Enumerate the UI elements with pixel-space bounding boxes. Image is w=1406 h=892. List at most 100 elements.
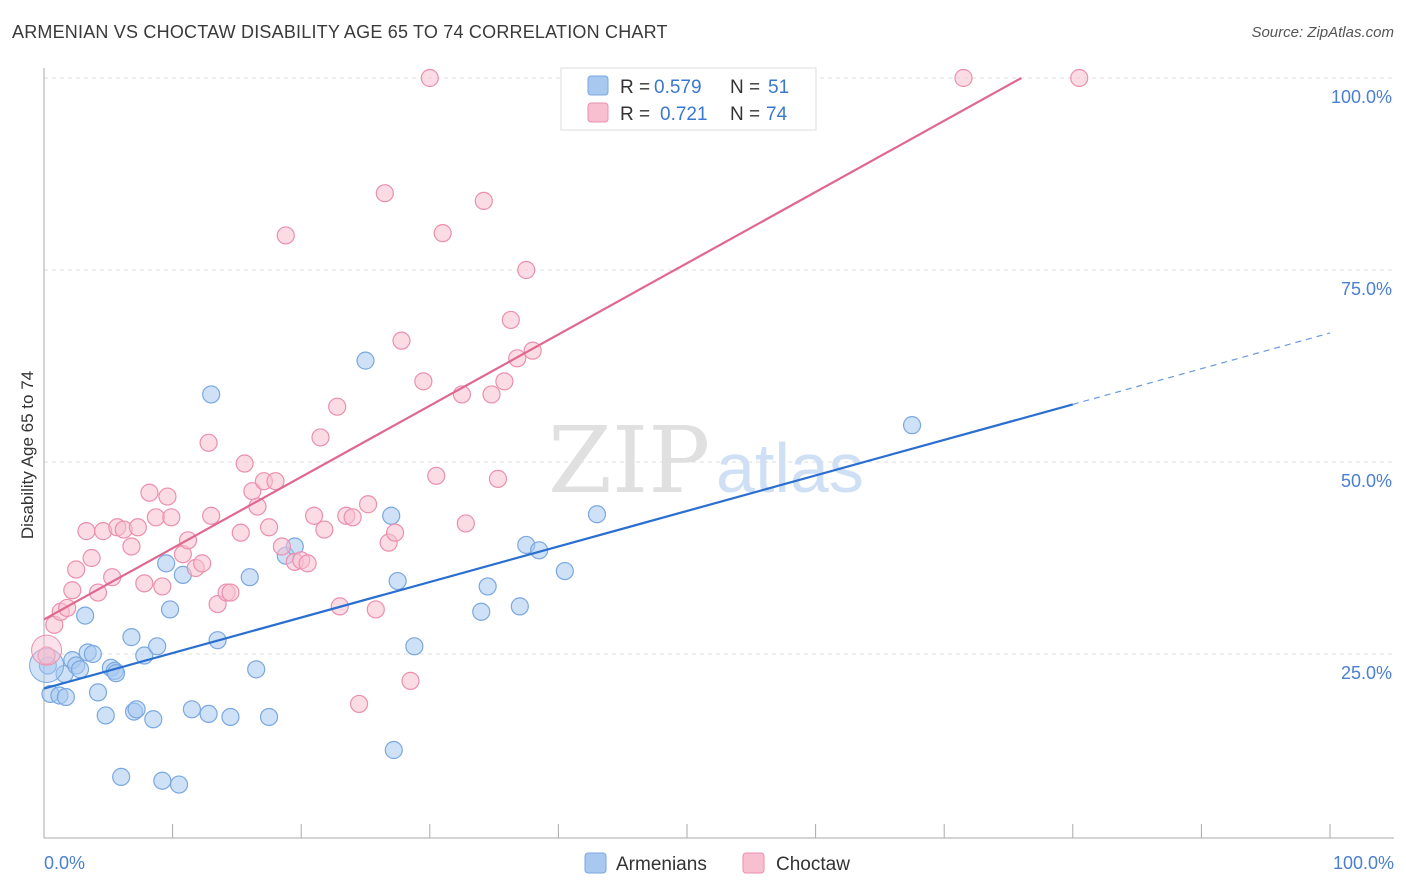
armenians-point <box>157 554 176 573</box>
armenians-swatch <box>584 852 607 874</box>
choctaw-point <box>140 483 159 502</box>
armenians-n-value: 51 <box>768 77 789 98</box>
x-axis-ticks <box>43 824 1331 838</box>
armenians-point <box>182 700 201 719</box>
choctaw-point <box>158 487 177 506</box>
choctaw-point <box>501 310 520 330</box>
choctaw-point <box>358 495 378 514</box>
armenians-point <box>240 568 259 587</box>
armenians-trend-line <box>43 403 1074 690</box>
armenians-point <box>382 506 401 525</box>
armenians-point <box>122 628 141 647</box>
armenians-point <box>472 602 491 621</box>
armenians-series <box>29 351 922 794</box>
armenians-point <box>169 775 189 794</box>
armenians-point <box>221 707 240 727</box>
choctaw-point <box>58 598 77 618</box>
choctaw-point <box>456 514 475 533</box>
choctaw-point <box>135 574 154 593</box>
choctaw-point <box>146 508 165 527</box>
choctaw-point <box>488 469 508 488</box>
choctaw-point <box>482 385 501 404</box>
choctaw-point <box>495 372 514 391</box>
armenians-point <box>76 606 95 625</box>
choctaw-point <box>266 472 285 491</box>
y-tick-label-100: 100.0% <box>1331 87 1392 107</box>
choctaw-series <box>31 68 1089 714</box>
choctaw-point <box>392 331 411 350</box>
choctaw-point <box>474 191 493 210</box>
choctaw-point <box>385 523 405 542</box>
armenians-legend-label: Armenians <box>616 854 707 875</box>
y-tick-labels: 25.0% 50.0% 75.0% 100.0% <box>1331 87 1392 683</box>
armenians-point <box>112 767 131 786</box>
stats-legend: R = 0.579 N = 51 R = 0.721 N = 74 <box>560 67 817 131</box>
choctaw-point <box>202 506 221 525</box>
choctaw-point <box>517 260 536 280</box>
choctaw-point <box>433 224 452 243</box>
y-axis-title: Disability Age 65 to 74 <box>18 371 37 539</box>
armenians-point <box>148 637 167 656</box>
choctaw-trend-line <box>43 77 1022 621</box>
y-tick-label-25: 25.0% <box>1341 663 1392 683</box>
choctaw-point <box>420 68 439 88</box>
choctaw-point <box>235 454 254 473</box>
choctaw-point <box>67 560 86 579</box>
choctaw-point <box>349 694 369 714</box>
choctaw-point <box>375 184 394 203</box>
armenians-point <box>510 597 529 616</box>
armenians-point <box>88 683 108 702</box>
armenians-point <box>405 637 424 656</box>
armenians-point <box>259 707 279 727</box>
choctaw-point <box>298 554 317 573</box>
choctaw-point-large <box>31 634 63 666</box>
armenians-point <box>153 771 172 790</box>
choctaw-point <box>343 508 362 527</box>
armenians-r-value: 0.579 <box>654 77 702 98</box>
choctaw-point <box>311 428 330 447</box>
armenians-point <box>127 700 146 719</box>
x-tick-label-max: 100.0% <box>1333 853 1394 873</box>
chart-title: ARMENIAN VS CHOCTAW DISABILITY AGE 65 TO… <box>12 22 668 42</box>
watermark: ZIP atlas <box>548 407 864 514</box>
choctaw-point <box>304 506 324 525</box>
choctaw-n-value: 74 <box>766 104 788 125</box>
choctaw-point <box>122 537 141 556</box>
armenians-point <box>160 600 180 619</box>
armenians-point <box>144 710 163 729</box>
y-tick-label-50: 50.0% <box>1341 471 1392 491</box>
choctaw-point <box>63 581 82 600</box>
armenians-point <box>555 561 574 581</box>
choctaw-point <box>153 577 172 596</box>
armenians-legend-swatch <box>587 75 609 96</box>
armenians-point <box>199 704 218 724</box>
choctaw-point <box>77 522 96 541</box>
x-tick-label-min: 0.0% <box>44 853 85 873</box>
choctaw-point <box>366 600 385 619</box>
choctaw-point <box>315 520 334 539</box>
armenians-point <box>70 660 90 679</box>
choctaw-r-label: R = <box>620 104 650 125</box>
armenians-r-label: R = <box>620 77 650 98</box>
armenians-point <box>247 660 266 679</box>
choctaw-n-label: N = <box>730 104 760 125</box>
choctaw-point <box>37 646 56 665</box>
choctaw-point <box>193 554 212 573</box>
armenians-point <box>478 577 497 596</box>
armenians-n-label: N = <box>730 77 760 98</box>
y-tick-label-75: 75.0% <box>1341 279 1392 299</box>
choctaw-point <box>328 397 347 416</box>
armenians-point <box>56 687 75 707</box>
choctaw-point <box>401 671 420 690</box>
choctaw-point <box>259 518 279 537</box>
watermark-zip: ZIP <box>548 407 710 514</box>
armenians-point <box>202 385 221 404</box>
trend-lines <box>43 77 1331 690</box>
armenians-point <box>388 571 407 591</box>
armenians-point <box>384 740 403 760</box>
source-attribution: Source: ZipAtlas.com <box>1251 24 1394 41</box>
choctaw-legend-swatch <box>587 102 609 123</box>
armenians-point <box>902 416 922 435</box>
choctaw-point <box>414 372 433 391</box>
